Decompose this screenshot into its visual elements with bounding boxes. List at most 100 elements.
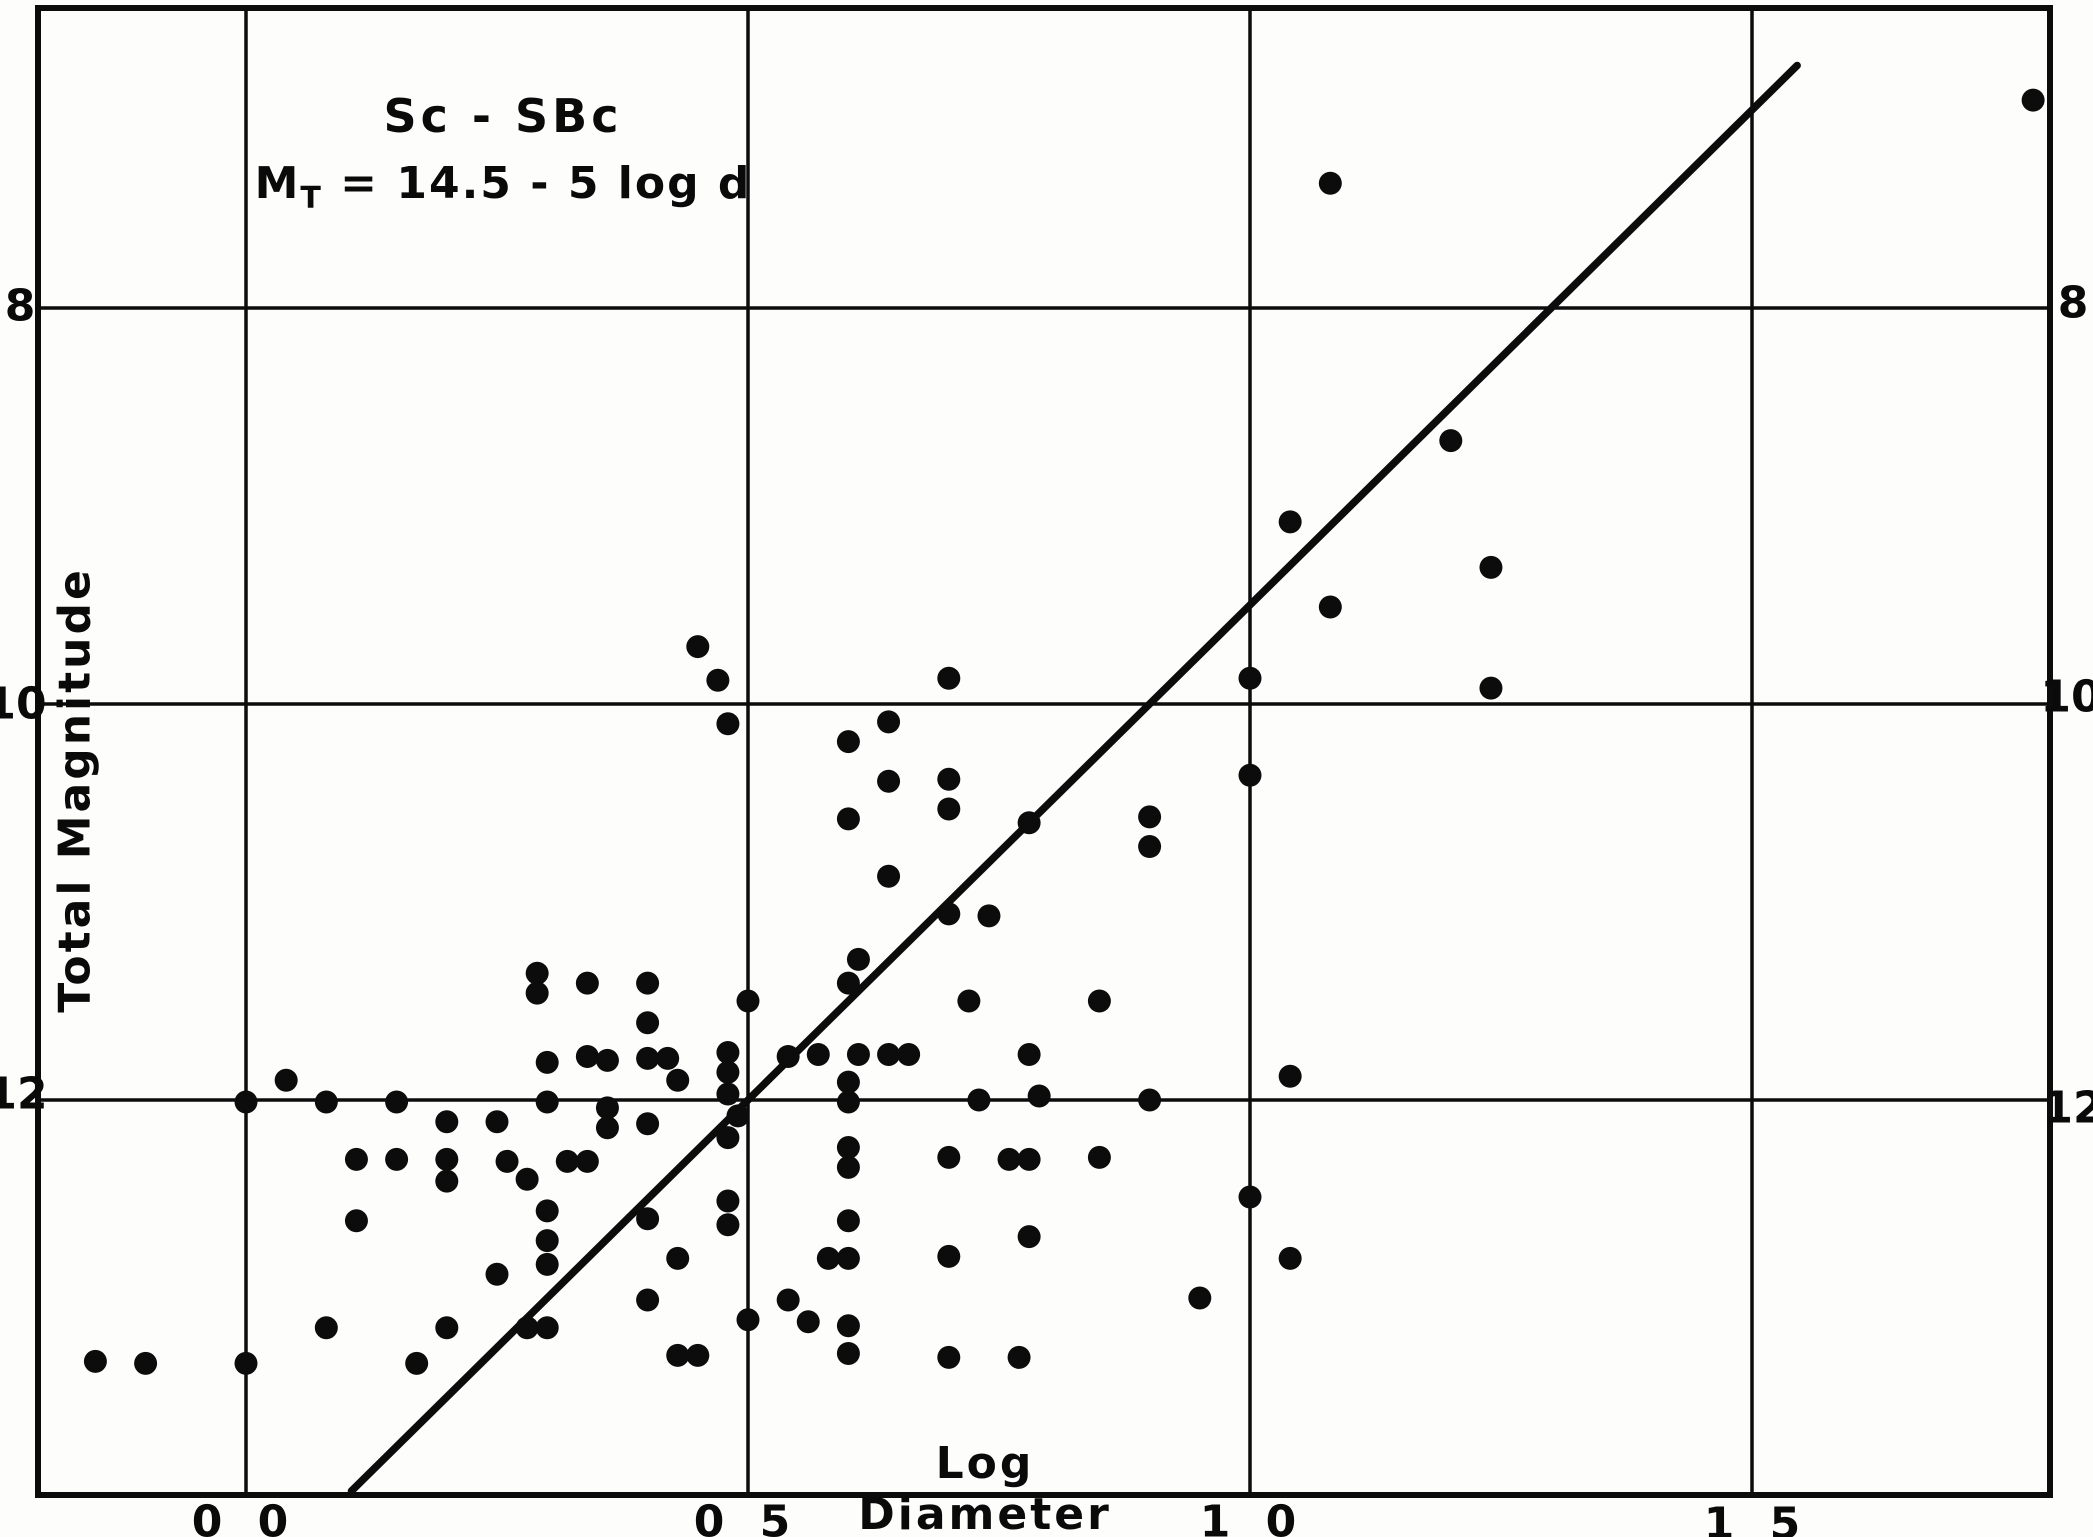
- data-point: [385, 1090, 409, 1114]
- data-point: [555, 1149, 579, 1173]
- data-point: [535, 1199, 559, 1223]
- data-point: [716, 1082, 740, 1106]
- data-point: [1138, 835, 1162, 859]
- data-point: [1007, 1345, 1031, 1369]
- data-point: [435, 1316, 459, 1340]
- data-point: [716, 1189, 740, 1213]
- data-point: [385, 1147, 409, 1171]
- data-point: [575, 971, 599, 995]
- data-point: [836, 971, 860, 995]
- data-point: [836, 1090, 860, 1114]
- data-point: [937, 797, 961, 821]
- data-point: [1017, 1225, 1041, 1249]
- y-axis-label: Total Magnitude: [49, 567, 101, 1013]
- x-axis-label: Log Diameter: [858, 1438, 1112, 1537]
- data-point: [937, 666, 961, 690]
- data-point: [716, 1126, 740, 1150]
- data-point: [736, 989, 760, 1013]
- data-point: [435, 1169, 459, 1193]
- data-point: [836, 1136, 860, 1160]
- data-point: [1278, 1246, 1302, 1270]
- data-point: [515, 1316, 539, 1340]
- data-point: [937, 1345, 961, 1369]
- data-point: [134, 1351, 158, 1375]
- data-point: [485, 1110, 509, 1134]
- data-point: [1087, 1145, 1111, 1169]
- y-tick-left-10: 10: [0, 678, 47, 730]
- data-point: [515, 1167, 539, 1191]
- x-tick-0.5: 0 5: [693, 1496, 801, 1537]
- data-point: [957, 989, 981, 1013]
- data-point: [234, 1351, 258, 1375]
- data-point: [595, 1116, 619, 1140]
- plot-frame: [35, 5, 2053, 1498]
- data-point: [897, 1042, 921, 1066]
- data-point: [1439, 429, 1463, 453]
- x-tick-1.0: 1 0: [1199, 1496, 1307, 1537]
- data-point: [726, 1104, 750, 1128]
- data-point: [836, 1209, 860, 1233]
- data-point: [836, 1155, 860, 1179]
- data-point: [967, 1088, 991, 1112]
- data-point: [2021, 88, 2045, 112]
- equation-base: M: [254, 157, 301, 209]
- data-point: [877, 864, 901, 888]
- data-point: [736, 1308, 760, 1332]
- data-point: [1027, 1084, 1051, 1108]
- data-point: [274, 1068, 298, 1092]
- data-point: [535, 1252, 559, 1276]
- y-tick-right-10: 10: [2040, 671, 2093, 723]
- y-tick-left-8: 8: [4, 280, 36, 332]
- data-point: [636, 1011, 660, 1035]
- data-point: [435, 1110, 459, 1134]
- title-block: Sc - SBc MT = 14.5 - 5 log d: [243, 88, 763, 217]
- data-point: [846, 947, 870, 971]
- data-point: [1278, 1064, 1302, 1088]
- data-point: [535, 1229, 559, 1253]
- data-point: [776, 1288, 800, 1312]
- data-point: [1188, 1286, 1212, 1310]
- data-point: [977, 904, 1001, 928]
- data-point: [344, 1209, 368, 1233]
- data-point: [525, 961, 549, 985]
- data-point: [686, 635, 710, 659]
- data-point: [535, 1316, 559, 1340]
- data-point: [636, 1046, 660, 1070]
- data-point: [846, 1042, 870, 1066]
- data-point: [716, 1213, 740, 1237]
- data-point: [937, 767, 961, 791]
- data-point: [937, 902, 961, 926]
- data-point: [1479, 676, 1503, 700]
- data-point: [535, 1050, 559, 1074]
- data-point: [485, 1262, 509, 1286]
- data-point: [836, 1246, 860, 1270]
- data-point: [1017, 811, 1041, 835]
- data-point: [1479, 555, 1503, 579]
- data-point: [1017, 1042, 1041, 1066]
- data-point: [1087, 989, 1111, 1013]
- data-point: [656, 1046, 680, 1070]
- data-point: [836, 807, 860, 831]
- data-point: [636, 1207, 660, 1231]
- data-point: [816, 1246, 840, 1270]
- data-point: [776, 1044, 800, 1068]
- x-tick-0.0: 0 0: [191, 1496, 299, 1537]
- y-tick-right-8: 8: [2057, 277, 2089, 329]
- data-point: [806, 1042, 830, 1066]
- equation-rest: = 14.5 - 5 log d: [322, 157, 752, 209]
- data-point: [666, 1068, 690, 1092]
- data-point: [877, 1042, 901, 1066]
- data-point: [666, 1343, 690, 1367]
- chart-title: Sc - SBc: [383, 89, 623, 143]
- data-point: [83, 1349, 107, 1373]
- data-point: [686, 1343, 710, 1367]
- data-point: [435, 1147, 459, 1171]
- data-point: [666, 1246, 690, 1270]
- data-point: [495, 1149, 519, 1173]
- fit-equation: MT = 14.5 - 5 log d: [243, 156, 763, 217]
- data-point: [314, 1316, 338, 1340]
- data-point: [1318, 171, 1342, 195]
- data-point: [595, 1048, 619, 1072]
